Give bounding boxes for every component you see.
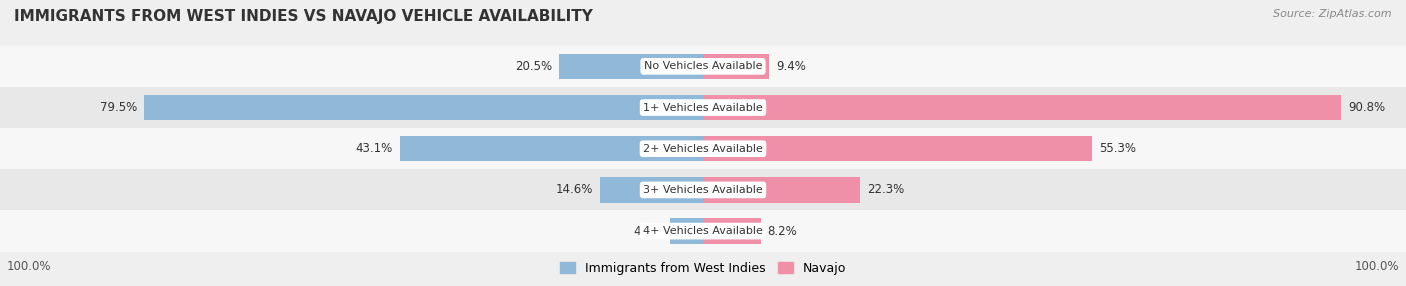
Text: 79.5%: 79.5%	[100, 101, 138, 114]
Text: 1+ Vehicles Available: 1+ Vehicles Available	[643, 103, 763, 112]
Bar	[600, 177, 703, 203]
Legend: Immigrants from West Indies, Navajo: Immigrants from West Indies, Navajo	[555, 257, 851, 280]
Text: 20.5%: 20.5%	[515, 60, 551, 73]
Text: 55.3%: 55.3%	[1099, 142, 1136, 155]
Text: 90.8%: 90.8%	[1348, 101, 1385, 114]
Bar	[0, 87, 1406, 128]
Bar	[0, 169, 1406, 210]
Text: 100.0%: 100.0%	[1354, 260, 1399, 273]
Bar	[560, 53, 703, 79]
Bar	[703, 95, 1341, 120]
Bar	[703, 218, 761, 244]
Text: 14.6%: 14.6%	[555, 183, 593, 196]
Bar	[703, 53, 769, 79]
Bar	[669, 218, 703, 244]
Text: Source: ZipAtlas.com: Source: ZipAtlas.com	[1274, 9, 1392, 19]
Bar	[401, 136, 703, 162]
Bar	[0, 46, 1406, 87]
Text: 4.7%: 4.7%	[633, 225, 664, 238]
Bar	[0, 210, 1406, 252]
Text: 22.3%: 22.3%	[866, 183, 904, 196]
Text: 4+ Vehicles Available: 4+ Vehicles Available	[643, 226, 763, 236]
Text: No Vehicles Available: No Vehicles Available	[644, 61, 762, 71]
Text: 8.2%: 8.2%	[768, 225, 797, 238]
Text: 2+ Vehicles Available: 2+ Vehicles Available	[643, 144, 763, 154]
Text: 9.4%: 9.4%	[776, 60, 806, 73]
Text: 100.0%: 100.0%	[7, 260, 52, 273]
Text: 43.1%: 43.1%	[356, 142, 392, 155]
Bar	[703, 136, 1092, 162]
Text: IMMIGRANTS FROM WEST INDIES VS NAVAJO VEHICLE AVAILABILITY: IMMIGRANTS FROM WEST INDIES VS NAVAJO VE…	[14, 9, 593, 23]
Text: 3+ Vehicles Available: 3+ Vehicles Available	[643, 185, 763, 195]
Bar	[145, 95, 703, 120]
Bar	[0, 128, 1406, 169]
Bar	[703, 177, 860, 203]
